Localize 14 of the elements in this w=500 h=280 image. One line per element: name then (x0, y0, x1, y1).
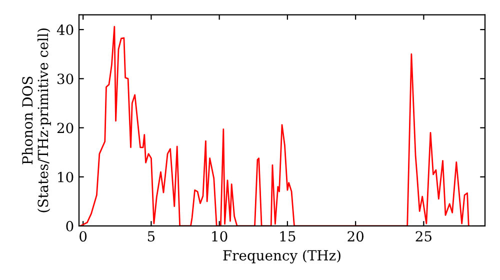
y-tick-label: 20 (57, 122, 74, 134)
y-tick-label: 10 (58, 172, 74, 182)
y-tick-label: 30 (58, 74, 74, 84)
x-axis-title: Frequency (THz) (223, 250, 340, 264)
x-tick-label: 20 (348, 231, 364, 242)
x-tick-label: 5 (148, 231, 155, 242)
line-series (80, 26, 470, 226)
y-axis-title: Phonon DOS (States/THz·primitive cell) (22, 28, 51, 212)
x-tick-label: 0 (80, 231, 87, 242)
x-tick-label: 25 (416, 231, 432, 242)
y-tick-label: 40 (56, 24, 74, 36)
x-tick-label: 10 (212, 231, 228, 242)
x-tick-label: 15 (280, 231, 296, 242)
y-tick-label: 0 (66, 220, 74, 232)
